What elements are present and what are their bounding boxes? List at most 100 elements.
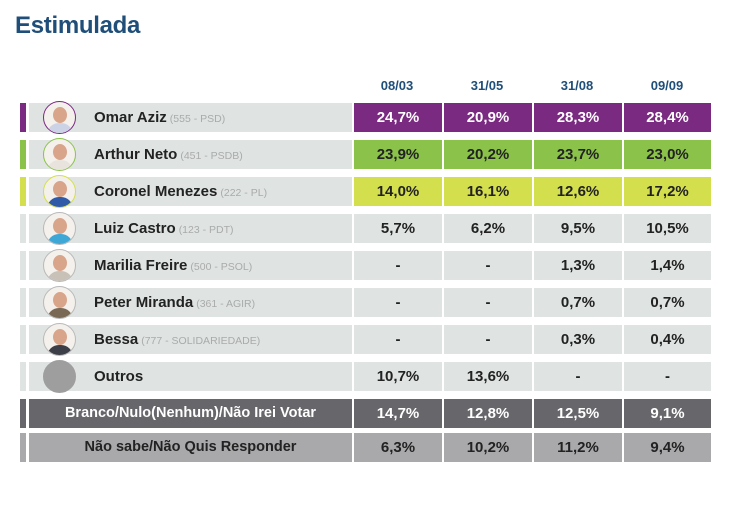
candidate-party: (500 - PSOL) xyxy=(190,261,253,273)
candidate-row: Luiz Castro (123 - PDT) 5,7% 6,2% 9,5% 10,5% xyxy=(20,212,711,245)
candidate-party: (451 - PSDB) xyxy=(180,150,243,162)
candidate-name: Omar Aziz xyxy=(94,109,167,126)
value-cell: 0,3% xyxy=(534,325,622,354)
column-header-0: 08/03 xyxy=(380,78,414,93)
candidate-avatar-icon xyxy=(43,360,76,393)
value-cell: 23,0% xyxy=(624,140,711,169)
avatar-body-shape xyxy=(47,271,73,281)
candidate-name: Luiz Castro xyxy=(94,220,176,237)
candidate-party: (555 - PSD) xyxy=(169,113,226,125)
party-color-stripe xyxy=(20,288,26,317)
candidate-name: Peter Miranda xyxy=(94,294,194,311)
value-cell: - xyxy=(354,251,442,280)
summary-label-cell: Não sabe/Não Quis Responder xyxy=(29,433,352,462)
value-cell: - xyxy=(624,362,711,391)
candidate-avatar-icon xyxy=(43,175,76,208)
summary-row: Não sabe/Não Quis Responder 6,3% 10,2% 11,2… xyxy=(20,433,711,462)
candidate-avatar-icon xyxy=(43,138,76,171)
candidate-avatar-icon xyxy=(43,286,76,319)
value-cell: 13,6% xyxy=(444,362,532,391)
value-cell: 0,4% xyxy=(624,325,711,354)
row-stripe xyxy=(20,433,26,462)
candidate-row: Arthur Neto (451 - PSDB) 23,9% 20,2% 23,7% 23… xyxy=(20,138,711,171)
value-cell: 6,3% xyxy=(354,433,442,462)
avatar-body-shape xyxy=(47,345,73,355)
party-color-stripe xyxy=(20,177,26,206)
candidate-name: Bessa xyxy=(94,331,139,348)
value-cell: 0,7% xyxy=(534,288,622,317)
value-cell: 12,6% xyxy=(534,177,622,206)
value-cell: 17,2% xyxy=(624,177,711,206)
party-color-stripe xyxy=(20,140,26,169)
value-cell: 11,2% xyxy=(534,433,622,462)
avatar-head-shape xyxy=(53,255,67,271)
avatar-body-shape xyxy=(47,197,73,207)
value-cell: 23,9% xyxy=(354,140,442,169)
value-cell: 10,2% xyxy=(444,433,532,462)
avatar-head-shape xyxy=(53,144,67,160)
value-cell: 12,5% xyxy=(534,399,622,428)
value-cell: 20,9% xyxy=(444,103,532,132)
value-cell: 0,7% xyxy=(624,288,711,317)
summary-label: Branco/Nulo(Nenhum)/Não Irei Votar xyxy=(64,405,317,421)
avatar-head-shape xyxy=(53,292,67,308)
value-cell: 12,8% xyxy=(444,399,532,428)
candidate-row: Omar Aziz (555 - PSD) 24,7% 20,9% 28,3% 28,4% xyxy=(20,101,711,134)
summary-label: Não sabe/Não Quis Responder xyxy=(84,439,297,455)
value-cell: 14,0% xyxy=(354,177,442,206)
column-header-1: 31/05 xyxy=(470,78,504,93)
candidate-party: (222 - PL) xyxy=(220,187,268,199)
candidate-name-cell: Peter Miranda (361 - AGIR) xyxy=(29,286,352,319)
value-cell: - xyxy=(354,288,442,317)
candidate-party: (361 - AGIR) xyxy=(196,298,256,310)
value-cell: 6,2% xyxy=(444,214,532,243)
candidate-party: (777 - SOLIDARIEDADE) xyxy=(141,335,261,347)
value-cell: 28,4% xyxy=(624,103,711,132)
value-cell: 14,7% xyxy=(354,399,442,428)
candidate-avatar-icon xyxy=(43,323,76,356)
candidate-name-cell: Marilia Freire (500 - PSOL) xyxy=(29,249,352,282)
candidate-name-cell: Outros xyxy=(29,360,352,393)
candidate-row: Peter Miranda (361 - AGIR) - -0,7% 0,7% xyxy=(20,286,711,319)
column-header-2: 31/08 xyxy=(560,78,594,93)
chart-title: Estimulada xyxy=(15,12,141,39)
party-color-stripe xyxy=(20,362,26,391)
value-cell: 10,5% xyxy=(624,214,711,243)
value-cell: 20,2% xyxy=(444,140,532,169)
avatar-body-shape xyxy=(47,123,73,133)
candidate-name-cell: Coronel Menezes (222 - PL) xyxy=(29,175,352,208)
party-color-stripe xyxy=(20,214,26,243)
value-cell: 23,7% xyxy=(534,140,622,169)
value-cell: 9,4% xyxy=(624,433,711,462)
party-color-stripe xyxy=(20,251,26,280)
candidate-name-cell: Bessa (777 - SOLIDARIEDADE) xyxy=(29,323,352,356)
row-stripe xyxy=(20,399,26,428)
avatar-head-shape xyxy=(53,181,67,197)
value-cell: - xyxy=(354,325,442,354)
value-cell: - xyxy=(444,288,532,317)
candidate-party: (123 - PDT) xyxy=(178,224,234,236)
avatar-body-shape xyxy=(47,160,73,170)
candidate-name: Outros xyxy=(94,368,144,385)
candidate-avatar-icon xyxy=(43,101,76,134)
candidate-name-cell: Arthur Neto (451 - PSDB) xyxy=(29,138,352,171)
summary-row: Branco/Nulo(Nenhum)/Não Irei Votar 14,7% 1… xyxy=(20,399,711,428)
party-color-stripe xyxy=(20,325,26,354)
value-cell: 24,7% xyxy=(354,103,442,132)
candidate-row: Marilia Freire (500 - PSOL) - -1,3% 1,4% xyxy=(20,249,711,282)
column-header-3: 09/09 xyxy=(650,78,684,93)
candidate-row: Bessa (777 - SOLIDARIEDADE) - -0,3% 0,4% xyxy=(20,323,711,356)
avatar-body-shape xyxy=(47,234,73,244)
value-cell: 16,1% xyxy=(444,177,532,206)
candidate-avatar-icon xyxy=(43,212,76,245)
candidate-row: Coronel Menezes (222 - PL) 14,0% 16,1% 12,6%… xyxy=(20,175,711,208)
candidate-name-cell: Luiz Castro (123 - PDT) xyxy=(29,212,352,245)
value-cell: - xyxy=(534,362,622,391)
value-cell: 1,4% xyxy=(624,251,711,280)
avatar-head-shape xyxy=(53,107,67,123)
value-cell: - xyxy=(444,251,532,280)
candidate-row: Outros 10,7% 13,6% - - xyxy=(20,360,711,393)
candidate-avatar-icon xyxy=(43,249,76,282)
candidate-name: Arthur Neto xyxy=(94,146,178,163)
avatar-head-shape xyxy=(53,329,67,345)
